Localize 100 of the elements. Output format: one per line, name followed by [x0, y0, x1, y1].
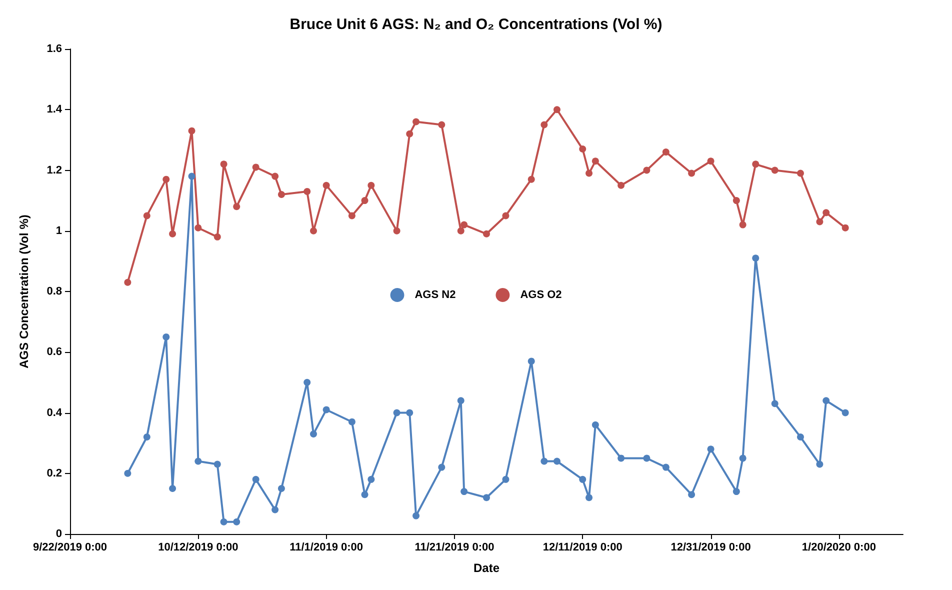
- point: [771, 400, 778, 408]
- point: [553, 458, 560, 465]
- point: [406, 130, 414, 138]
- point: [502, 212, 510, 220]
- point: [707, 446, 714, 453]
- y-tick-label: 1.4: [46, 104, 63, 116]
- y-tick-label: 0.4: [46, 406, 63, 419]
- point: [278, 485, 285, 492]
- point: [643, 454, 650, 462]
- point: [579, 476, 586, 483]
- point: [457, 397, 464, 404]
- point: [188, 172, 196, 180]
- point: [169, 230, 176, 238]
- y-tick-label: 1.2: [46, 164, 62, 176]
- point: [214, 233, 221, 240]
- x-tick-label: 12/31/2019 0:00: [670, 542, 751, 554]
- point: [162, 176, 170, 183]
- point: [438, 464, 446, 471]
- point: [124, 470, 132, 477]
- point: [586, 494, 593, 502]
- legend-label: AGS O2: [520, 289, 562, 301]
- legend-label: AGS N2: [414, 289, 456, 301]
- point: [252, 164, 260, 171]
- point: [220, 518, 228, 526]
- point: [412, 118, 420, 126]
- point: [816, 460, 824, 468]
- point: [188, 127, 196, 134]
- y-tick-label: 0.6: [46, 346, 62, 358]
- point: [771, 166, 778, 174]
- point: [739, 454, 746, 462]
- point: [618, 454, 625, 462]
- x-tick-label: 11/1/2019 0:00: [290, 542, 364, 554]
- point: [502, 476, 510, 483]
- point: [124, 278, 132, 286]
- point: [796, 170, 804, 177]
- chart-title: Bruce Unit 6 AGS: N₂ and O₂ Concentrations (Vol %): [290, 16, 662, 33]
- point: [220, 160, 228, 168]
- point: [348, 418, 356, 426]
- point: [233, 518, 240, 526]
- point: [368, 182, 375, 189]
- point: [732, 197, 740, 204]
- point: [842, 224, 849, 232]
- point: [304, 378, 311, 386]
- y-tick-label: 0.8: [46, 286, 62, 298]
- point: [438, 121, 446, 128]
- point: [816, 218, 824, 226]
- point: [406, 409, 414, 416]
- point: [688, 491, 696, 498]
- point: [592, 158, 599, 165]
- point: [162, 333, 170, 340]
- point: [272, 506, 279, 514]
- point: [842, 409, 849, 416]
- point: [348, 212, 356, 220]
- x-tick-label: 9/22/2019 0:00: [32, 542, 108, 554]
- x-tick-label: 11/21/2019 0:00: [414, 542, 494, 554]
- point: [618, 182, 625, 189]
- point: [361, 197, 368, 204]
- point: [739, 221, 746, 228]
- point: [310, 227, 317, 234]
- point: [310, 430, 317, 438]
- point: [586, 170, 593, 177]
- point: [143, 434, 150, 440]
- point: [393, 409, 400, 416]
- point: [368, 476, 375, 483]
- point: [752, 254, 760, 262]
- point: [143, 212, 150, 220]
- point: [528, 176, 535, 183]
- x-axis-title: Date: [473, 561, 500, 575]
- point: [528, 358, 535, 365]
- point: [540, 121, 548, 128]
- point: [194, 224, 202, 232]
- point: [322, 182, 330, 189]
- point: [796, 434, 804, 440]
- point: [752, 160, 760, 168]
- x-tick-label: 12/11/2019 0:00: [542, 542, 622, 554]
- point: [393, 227, 400, 234]
- point: [592, 421, 599, 428]
- y-tick-label: 0: [56, 528, 62, 540]
- point: [732, 488, 740, 496]
- point: [579, 146, 586, 153]
- point: [483, 230, 490, 238]
- y-tick-label: 1: [56, 224, 62, 237]
- y-tick-label: 0.2: [46, 467, 62, 480]
- point: [553, 106, 560, 114]
- point: [707, 158, 714, 165]
- point: [662, 464, 670, 471]
- y-tick-label: 1.6: [46, 43, 62, 55]
- point: [822, 397, 830, 404]
- point: [540, 458, 548, 465]
- point: [412, 512, 420, 520]
- point: [304, 188, 311, 195]
- point: [483, 494, 490, 502]
- point: [272, 172, 279, 180]
- point: [214, 460, 221, 468]
- point: [822, 209, 830, 216]
- point: [252, 476, 260, 483]
- point: [169, 485, 176, 492]
- point: [688, 170, 696, 177]
- y-axis-title: AGS Concentration (Vol %): [17, 214, 31, 368]
- point: [643, 166, 650, 174]
